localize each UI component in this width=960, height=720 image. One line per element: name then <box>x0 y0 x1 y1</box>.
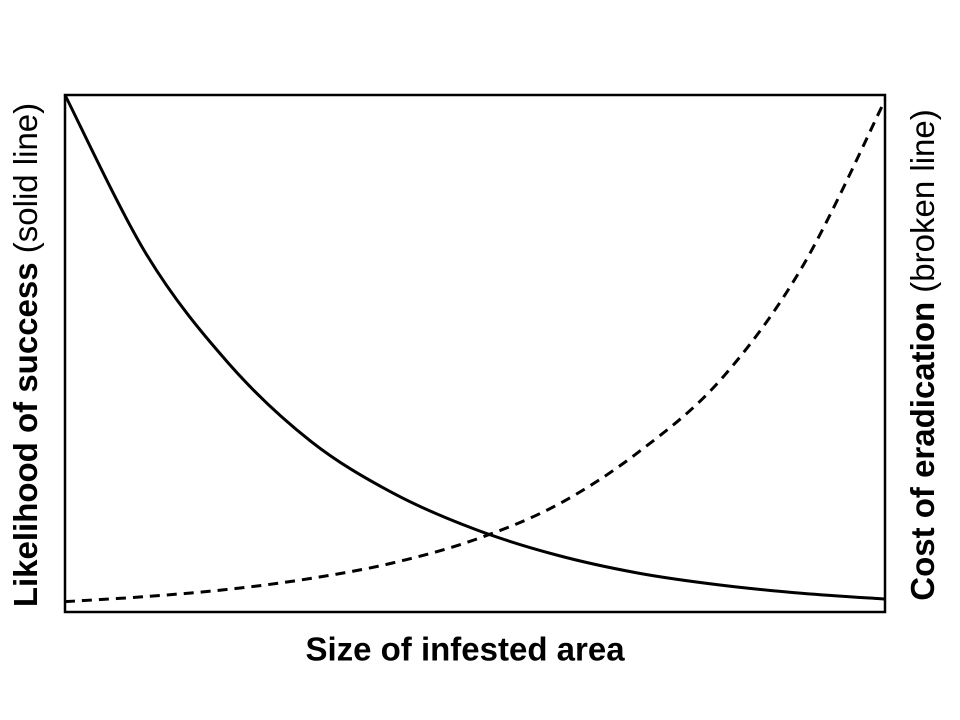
dashed-line <box>64 99 887 604</box>
y-axis-note: (solid line) <box>7 103 44 253</box>
plot-frame <box>63 93 887 614</box>
y2-axis-label: Cost of eradication (broken line) <box>904 109 941 600</box>
y-axis-title: Likelihood of success <box>7 262 44 607</box>
solid-line <box>63 94 886 601</box>
x-axis-label: Size of infested area <box>305 631 625 668</box>
y2-axis-title: Cost of eradication <box>904 302 941 601</box>
y2-axis-note: (broken line) <box>904 109 941 292</box>
y-axis-label: Likelihood of success (solid line) <box>7 103 44 607</box>
